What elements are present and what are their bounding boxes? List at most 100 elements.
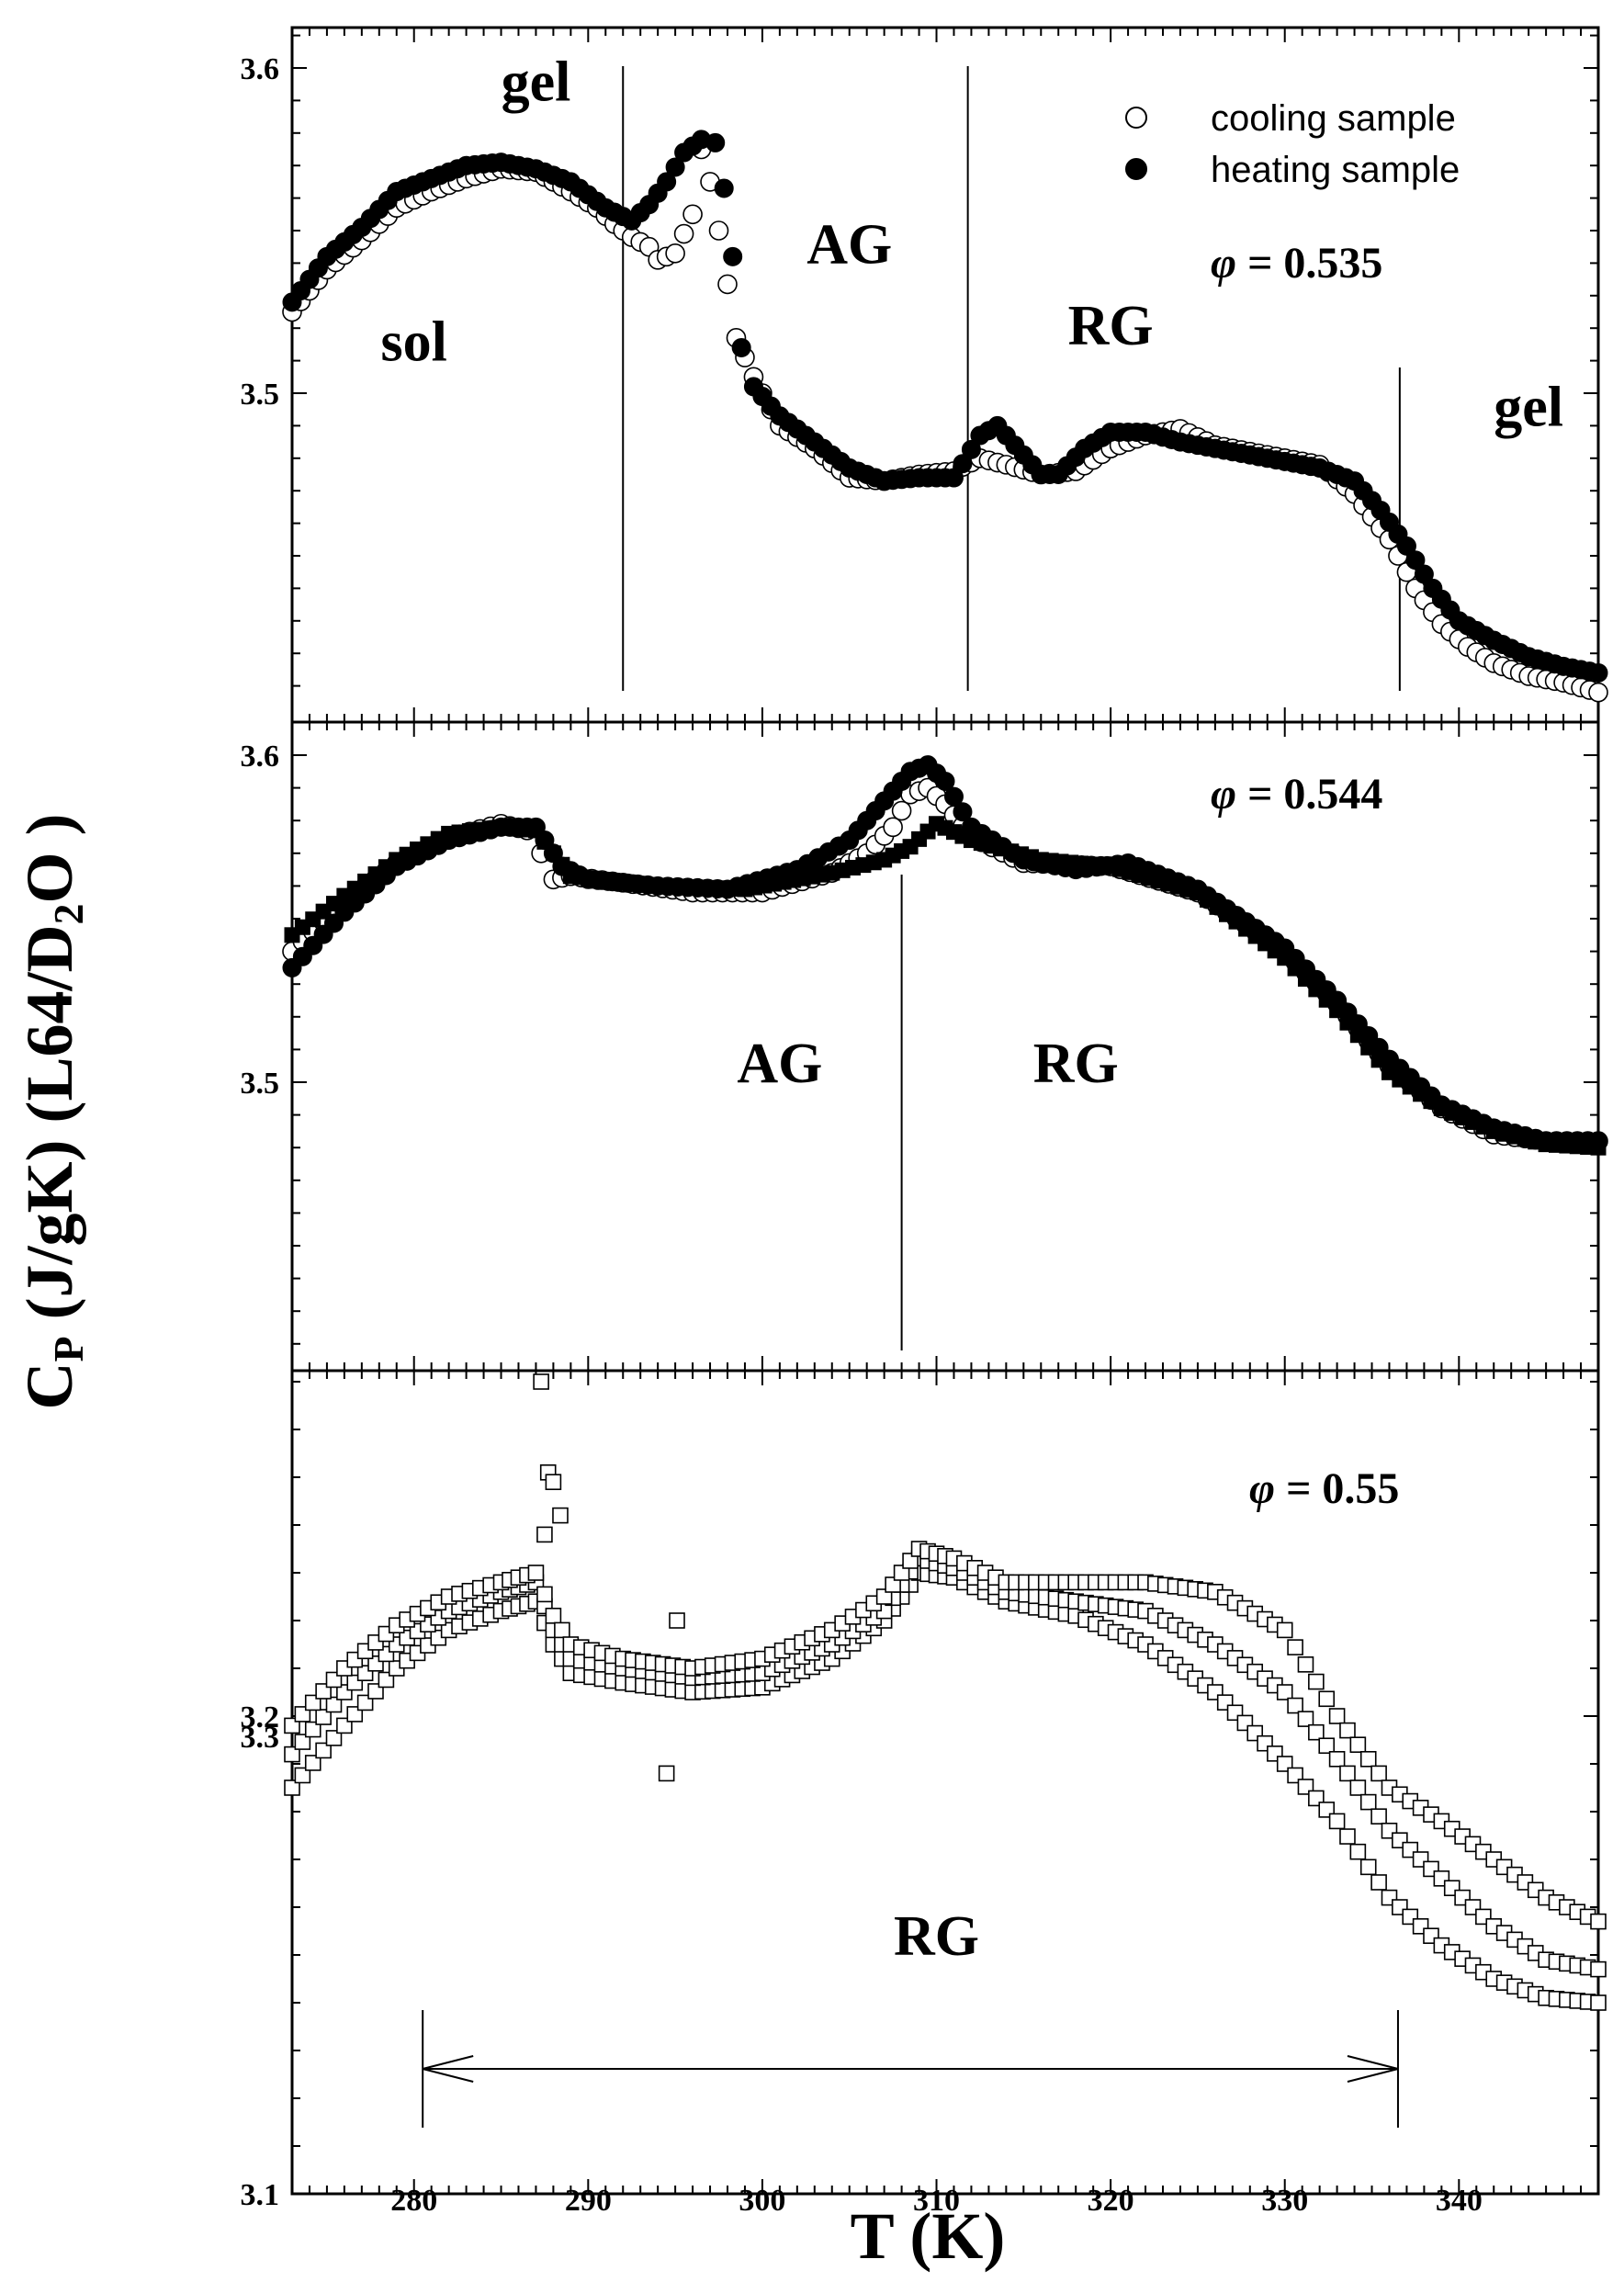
data-point-run-3 (1590, 1913, 1607, 1930)
data-point-run-2 (1297, 1711, 1314, 1727)
data-point-heating-sample (943, 786, 964, 807)
data-point-outliers (545, 1474, 562, 1490)
data-point-run-2 (315, 1709, 332, 1725)
data-point-heating-sample (657, 172, 677, 192)
x-tick-label: 340 (1436, 2184, 1483, 2218)
data-point-heating-sample (731, 337, 751, 357)
data-point-run-3 (554, 1621, 570, 1639)
data-point-outliers (533, 1373, 549, 1390)
region-label: AG (806, 213, 892, 276)
phi-label: φ = 0.535 (1211, 239, 1382, 288)
data-point-heating-sample (723, 246, 743, 266)
data-point-cooling-sample (665, 243, 685, 264)
data-point-cooling-sample (708, 220, 729, 241)
labels-layer: 280 290 300 310 320 330 340 3.6 3.5 sol gel AG RG gel… (241, 51, 1564, 2218)
panel-frame-3 (290, 1369, 1600, 2196)
data-point-cooling-2 (1349, 1027, 1366, 1044)
data-point-heating-sample (1588, 662, 1608, 683)
range-arrow-head-right (1347, 2055, 1399, 2083)
data-point-run-3 (1328, 1708, 1346, 1724)
legend-cooling-text: cooling sample (1211, 98, 1456, 139)
data-point-cooling-sample (717, 274, 738, 295)
x-tick-label: 310 (913, 2184, 960, 2218)
data-point-run-3 (1276, 1621, 1293, 1639)
y-tick-label: 3.1 (241, 2178, 280, 2212)
data-point-cooling-sample (673, 223, 694, 244)
data-point-run-1 (1339, 1828, 1356, 1845)
data-point-run-2 (284, 1745, 300, 1763)
x-tick-label: 280 (390, 2184, 437, 2218)
data-point-run-3 (1370, 1765, 1387, 1782)
data-point-run-3 (875, 1588, 893, 1605)
data-point-run-1 (315, 1742, 332, 1759)
data-point-run-3 (1308, 1673, 1325, 1690)
data-point-cooling-2 (1329, 1002, 1346, 1019)
region-label: RG (1068, 295, 1154, 357)
data-point-run-3 (893, 1565, 910, 1581)
data-point-cooling-2 (1590, 1139, 1607, 1156)
data-point-run-1 (294, 1767, 311, 1784)
data-point-run-2 (1287, 1697, 1303, 1714)
data-point-run-2 (1276, 1684, 1293, 1700)
x-tick-label: 300 (739, 2184, 785, 2218)
data-point-cooling-sample (891, 800, 912, 821)
data-point-outliers (669, 1612, 685, 1629)
data-point-run-1 (304, 1755, 321, 1771)
data-point-run-3 (902, 1553, 919, 1569)
data-point-cooling-sample (883, 817, 903, 838)
data-point-outliers (552, 1507, 569, 1524)
data-point-heating-sample (953, 454, 973, 474)
region-label: RG (1033, 1033, 1119, 1095)
data-point-run-3 (1349, 1736, 1367, 1753)
data-point-run-2 (304, 1721, 321, 1738)
data-point-cooling-sample (1588, 682, 1608, 703)
y-tick-label: 3.5 (241, 1067, 280, 1101)
data-point-cooling-2 (1339, 1014, 1356, 1031)
region-label: gel (502, 51, 571, 113)
data-point-run-1 (1370, 1874, 1387, 1891)
data-point-run-2 (325, 1696, 343, 1713)
data-point-run-3 (1297, 1656, 1314, 1673)
data-point-heating-sample (1414, 564, 1434, 584)
data-point-cooling-2 (1370, 1052, 1387, 1068)
data-point-cooling-2 (1360, 1039, 1377, 1056)
data-point-run-3 (527, 1565, 545, 1581)
phi-label: φ = 0.544 (1211, 770, 1382, 819)
data-point-run-2 (1308, 1723, 1325, 1741)
phi-label: φ = 0.55 (1249, 1464, 1399, 1513)
data-point-run-2 (1349, 1779, 1367, 1796)
data-point-run-1 (325, 1730, 343, 1746)
data-point-cooling-sample (682, 204, 703, 225)
data-point-heating-sample (953, 802, 973, 822)
data-point-run-1 (1328, 1813, 1346, 1830)
x-tick-label: 320 (1088, 2184, 1134, 2218)
data-point-heating-sample (1396, 536, 1416, 556)
data-point-run-3 (1359, 1751, 1377, 1768)
data-point-run-2 (1359, 1793, 1377, 1811)
data-point-heating-sample (705, 132, 726, 153)
ticks-layer (292, 28, 1599, 2194)
data-point-run-3 (1318, 1690, 1336, 1708)
y-tick-label: 3.3 (241, 1721, 280, 1755)
data-point-run-2 (294, 1734, 311, 1750)
data-point-run-1 (284, 1779, 300, 1796)
data-point-run-2 (1370, 1808, 1387, 1824)
data-point-run-2 (1318, 1737, 1336, 1755)
x-tick-label: 290 (565, 2184, 612, 2218)
data-point-outliers (658, 1765, 675, 1782)
data-point-heating-sample (714, 178, 734, 198)
data-point-run-1 (1349, 1843, 1367, 1860)
legend-heating-text: heating sample (1211, 150, 1460, 190)
x-axis-title: T (K) (851, 2199, 1006, 2273)
legend-cooling-marker (1125, 107, 1147, 129)
y-tick-label: 3.6 (241, 740, 280, 774)
data-point-heating-sample (665, 157, 685, 177)
data-point-run-1 (1359, 1858, 1377, 1876)
data-point-run-3 (1339, 1722, 1356, 1739)
y-tick-label: 3.2 (241, 1700, 280, 1734)
data-point-run-3 (1287, 1639, 1303, 1655)
region-label: AG (737, 1033, 822, 1095)
marks-layer (282, 66, 1608, 2128)
region-label: gel (1494, 376, 1563, 438)
